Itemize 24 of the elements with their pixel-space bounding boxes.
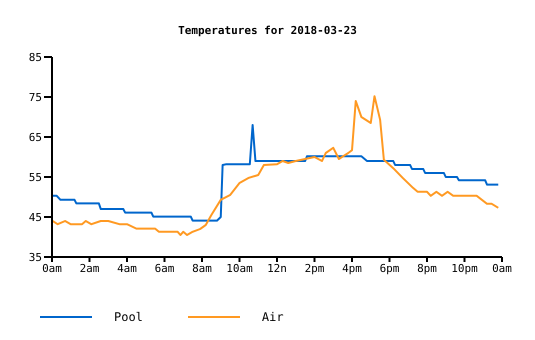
y-tick-label: 35 bbox=[28, 250, 42, 264]
x-tick-label: 2pm bbox=[304, 262, 325, 275]
x-tick-label: 10am bbox=[226, 262, 254, 275]
x-tick-label: 10pm bbox=[451, 262, 478, 275]
y-tick-label: 85 bbox=[28, 50, 42, 64]
x-tick-label: 0am bbox=[492, 262, 512, 275]
legend-label: Pool bbox=[114, 310, 143, 324]
x-tick-label: 6pm bbox=[380, 262, 400, 275]
legend-label: Air bbox=[262, 310, 284, 324]
x-tick-label: 0am bbox=[42, 262, 62, 275]
line-series bbox=[52, 95, 500, 236]
y-tick-label: 75 bbox=[28, 90, 42, 104]
chart-title: Temperatures for 2018-03-23 bbox=[177, 24, 358, 37]
x-tick-label: 6am bbox=[154, 262, 175, 275]
x-tick-label: 4am bbox=[117, 262, 138, 275]
y-tick-label: 65 bbox=[28, 130, 42, 144]
x-tick-label: 8am bbox=[192, 262, 212, 275]
y-tick-label: 45 bbox=[28, 210, 42, 224]
x-tick-label: 12n bbox=[267, 262, 287, 275]
y-tick-label: 55 bbox=[28, 170, 42, 184]
x-tick-label: 8pm bbox=[417, 262, 438, 275]
line-series bbox=[52, 124, 500, 222]
x-tick-label: 4pm bbox=[342, 262, 362, 275]
x-tick-label: 2am bbox=[80, 262, 100, 275]
